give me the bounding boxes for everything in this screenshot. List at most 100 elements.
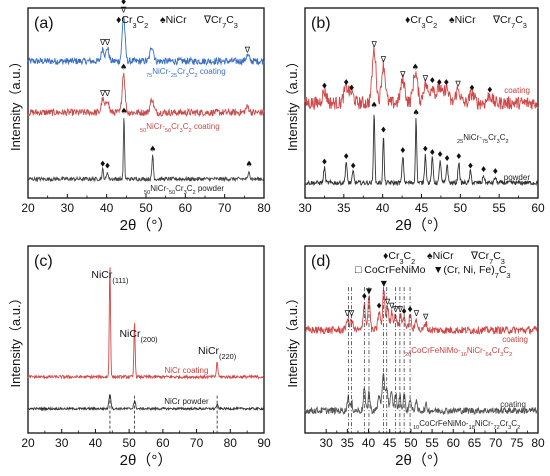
series-line-1: [304, 114, 539, 187]
y-axis-label: Intensity（a.u.）: [8, 55, 23, 151]
x-axis-label: 2θ（°）: [395, 452, 448, 469]
peak-marker: ♦: [436, 78, 443, 87]
series-label: 50NiCr-50Cr3C2 coating: [140, 122, 220, 134]
series-line-1: [27, 72, 265, 118]
plot-frame: [27, 7, 265, 199]
series-label: 10CoCrFeNiMo-18NiCr-72Cr3C2: [413, 419, 520, 431]
peak-marker: ♦: [455, 152, 462, 161]
peak-label: NiCr(220): [198, 345, 236, 361]
series-line-0: [27, 16, 265, 67]
peak-marker: ∇: [413, 309, 420, 318]
series-label: coating: [500, 400, 526, 409]
peak-marker: ♠: [120, 63, 127, 72]
x-axis-label: 2θ（°）: [120, 217, 173, 234]
x-tick-label: 55: [492, 201, 506, 215]
peak-marker: ∇: [399, 70, 406, 79]
peak-marker: ∇: [99, 89, 106, 98]
x-tick-label: 20: [21, 201, 35, 215]
peak-marker: ∇: [104, 38, 111, 47]
peak-marker: ♠: [412, 63, 419, 72]
peak-marker: ♦: [401, 307, 408, 316]
panel-label: (b): [311, 15, 331, 32]
peak-marker: ∇: [454, 80, 461, 89]
series-line-1: [27, 394, 265, 412]
x-tick-label: 45: [415, 201, 429, 215]
peak-marker: ♦: [348, 84, 355, 93]
series-label: 50NiCr-50Cr3C2 powder: [144, 184, 224, 196]
x-tick-label: 40: [89, 436, 103, 450]
peak-marker: ♦: [120, 0, 127, 7]
panel-label: (d): [311, 253, 331, 270]
peak-marker: ♦: [437, 150, 444, 159]
legend-entry: ♦Cr3C2: [383, 250, 415, 266]
peak-label: NiCr(200): [119, 328, 157, 344]
panel-d: 30 35 40 45 50 55 60 65 70 75 80 2θ（°） Intensity（a.u…: [285, 245, 545, 469]
peak-marker: ♦: [422, 144, 429, 153]
x-tick-label: 60: [156, 436, 170, 450]
peak-marker: ♦: [376, 301, 383, 310]
peak-marker: ♦: [380, 125, 387, 134]
legend-entry: ♠NiCr: [160, 14, 187, 26]
x-tick-label: 70: [489, 436, 503, 450]
x-tick-label: 50: [454, 201, 468, 215]
x-tick-label: 50: [139, 201, 153, 215]
x-tick-label: 40: [362, 436, 376, 450]
x-tick-label: 90: [257, 436, 271, 450]
panel-c: 20 30 40 50 60 70 80 90 2θ（°） Intensity（a.u.） (c) N…: [8, 245, 271, 469]
peak-marker: ♦: [99, 160, 106, 169]
legend-entry: ∇Cr7C3: [203, 14, 238, 30]
panel-label: (c): [34, 253, 53, 270]
peak-marker: ♠: [371, 101, 378, 110]
peak-marker: ♠: [245, 160, 252, 169]
peak-marker: ♦: [361, 292, 368, 301]
peak-marker: ∇: [344, 309, 351, 318]
x-tick-label: 45: [383, 436, 397, 450]
peak-marker: ♦: [343, 78, 350, 87]
peak-marker: ♦: [467, 161, 474, 170]
legend-entry: ▼(Cr, Ni, Fe)7C3: [433, 264, 511, 280]
sample-annotation: 25NiCr-75Cr3C2: [457, 133, 509, 145]
x-tick-label: 70: [190, 436, 204, 450]
peak-marker: ∇: [422, 313, 429, 322]
peak-marker: ▼: [366, 286, 373, 295]
peak-marker: ♦: [429, 148, 436, 157]
peak-marker: ∇: [380, 55, 387, 64]
series-label: NiCr coating: [164, 366, 208, 375]
x-tick-label: 75: [510, 436, 524, 450]
series-label: 20CoCrFeNiMo-16NiCr-64Cr3C2: [405, 346, 512, 358]
series-label: coating: [502, 335, 528, 344]
x-tick-label: 35: [341, 436, 355, 450]
series-line-2: [27, 118, 265, 183]
panel-a: 20 30 40 50 60 70 80 2θ（°） Intensity（a.u.） (a) ♦Cr…: [8, 0, 271, 234]
legend-entry: □ CoCrFeNiMo: [355, 264, 426, 276]
peak-marker: ♦: [399, 146, 406, 155]
x-tick-label: 40: [376, 201, 390, 215]
series-label: coating: [504, 86, 530, 95]
peak-marker: ▼: [381, 279, 388, 288]
peak-marker: ∇: [422, 74, 429, 83]
x-tick-label: 50: [404, 436, 418, 450]
y-axis-label: Intensity（a.u.）: [285, 291, 300, 387]
peak-marker: ♠: [149, 144, 156, 153]
peak-marker: ♠: [412, 108, 419, 117]
x-tick-label: 60: [447, 436, 461, 450]
peak-marker: ♦: [406, 305, 413, 314]
x-tick-label: 60: [531, 201, 545, 215]
peak-marker: ♦: [343, 152, 350, 161]
series-label: powder: [504, 173, 531, 182]
series-label: NiCr powder: [164, 397, 209, 406]
x-axis-label: 2θ（°）: [395, 217, 448, 234]
x-tick-label: 55: [425, 436, 439, 450]
series-line-0: [304, 45, 539, 111]
peak-marker: ♦: [443, 78, 450, 87]
peak-marker: ♠: [120, 106, 127, 115]
peak-marker: ♦: [321, 82, 328, 91]
series-line-1: [304, 373, 539, 416]
x-tick-label: 65: [468, 436, 482, 450]
legend-entry: ♦Cr3C2: [405, 14, 437, 30]
x-tick-label: 80: [531, 436, 545, 450]
peak-marker: ∇: [392, 305, 399, 314]
series-label: 75NiCr-25Cr3C2 coating: [146, 67, 226, 79]
peak-marker: ♦: [429, 76, 436, 85]
peak-marker: ∇: [104, 89, 111, 98]
